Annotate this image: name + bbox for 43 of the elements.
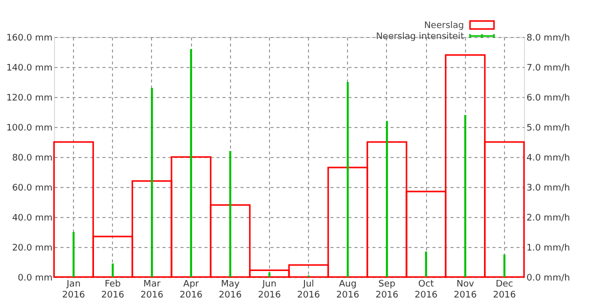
y2-tick-label: 4.0 mm/h — [526, 154, 570, 164]
x-tick-label: Nov 2016 — [454, 280, 477, 300]
y2-tick-label: 1.0 mm/h — [526, 244, 570, 254]
bar — [229, 151, 232, 277]
x-tick-label: Jun 2016 — [258, 280, 282, 300]
bar — [464, 115, 466, 277]
y2-tick-label: 7.0 mm/h — [526, 64, 570, 74]
y2-tick-label: 3.0 mm/h — [526, 184, 570, 194]
legend-label: Neerslag — [424, 21, 464, 31]
y-tick-label: 80.0 mm — [12, 154, 52, 164]
y-tick-label: 100.0 mm — [6, 124, 52, 134]
bar — [268, 272, 270, 277]
x-tick-label: Apr 2016 — [180, 280, 203, 300]
y-tick-label: 0.0 mm — [18, 274, 52, 284]
y-tick-label: 40.0 mm — [12, 214, 52, 224]
x-tick-label: May 2016 — [218, 280, 242, 300]
y2-tick-label: 6.0 mm/h — [526, 94, 570, 104]
y2-tick-label: 8.0 mm/h — [526, 34, 570, 44]
y-tick-label: 140.0 mm — [6, 64, 52, 74]
bar — [386, 121, 388, 277]
x-tick-label: Jul 2016 — [297, 280, 320, 300]
x-tick-label: Mar 2016 — [140, 280, 164, 300]
y2-tick-label: 0.0 mm/h — [526, 274, 570, 284]
y-tick-label: 160.0 mm — [6, 34, 52, 44]
y-tick-label: 60.0 mm — [12, 184, 52, 194]
x-tick-label: Jan 2016 — [62, 280, 86, 300]
y2-tick-label: 5.0 mm/h — [526, 124, 570, 134]
y2-tick-label: 2.0 mm/h — [526, 214, 570, 224]
x-tick-label: Dec 2016 — [492, 280, 516, 300]
x-tick-label: Feb 2016 — [101, 280, 124, 300]
bar — [112, 264, 114, 277]
bar — [72, 232, 75, 277]
x-tick-label: Oct 2016 — [414, 280, 438, 300]
y-tick-label: 20.0 mm — [12, 244, 52, 254]
y-tick-label: 120.0 mm — [6, 94, 52, 104]
legend-label: Neerslag intensiteit — [376, 32, 464, 42]
bar — [190, 49, 192, 277]
bar — [503, 254, 506, 277]
bar — [346, 82, 349, 277]
bar — [425, 252, 428, 277]
x-tick-label: Sep 2016 — [375, 280, 399, 300]
x-tick-label: Aug 2016 — [336, 280, 360, 300]
bar — [150, 88, 153, 277]
